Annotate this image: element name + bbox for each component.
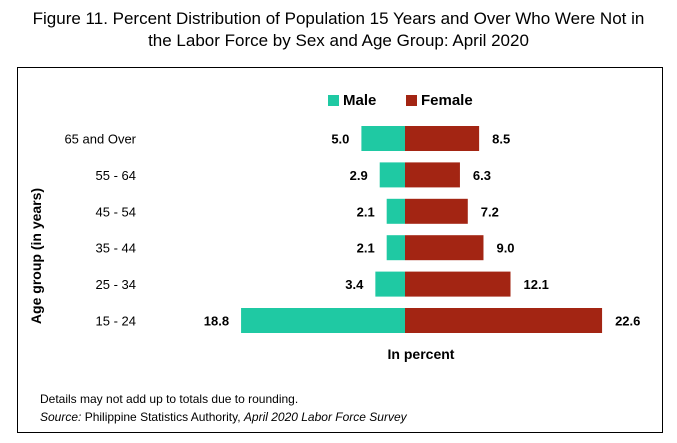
y-axis-label: Age group (in years) [28, 188, 44, 324]
data-label-female: 8.5 [492, 132, 510, 147]
bar-female [405, 162, 460, 188]
legend-swatch-female [406, 95, 417, 106]
source-survey: April 2020 Labor Force Survey [243, 410, 407, 424]
data-label-female: 22.6 [615, 314, 640, 329]
bar-male [241, 308, 405, 333]
source-label: Source: [40, 410, 82, 424]
data-label-male: 2.9 [350, 168, 368, 183]
data-label-female: 12.1 [524, 277, 549, 292]
source-org: Philippine Statistics Authority, [81, 410, 244, 424]
rounding-note: Details may not add up to totals due to … [40, 392, 299, 406]
bar-female [405, 235, 484, 261]
data-label-male: 3.4 [345, 277, 364, 292]
bar-female [405, 198, 468, 224]
source-note: Source: Philippine Statistics Authority,… [40, 408, 407, 426]
legend: Male Female [0, 92, 677, 112]
y-tick-label: 55 - 64 [96, 168, 136, 183]
data-label-male: 2.1 [357, 204, 375, 219]
legend-item-male: Male [328, 92, 376, 109]
chart-frame [17, 67, 663, 433]
y-tick-label: 15 - 24 [96, 314, 136, 329]
bar-male [375, 271, 405, 297]
bar-male [386, 198, 405, 224]
footnote: Details may not add up to totals due to … [40, 390, 407, 426]
bar-male [386, 235, 405, 261]
legend-label-male: Male [343, 92, 377, 109]
legend-swatch-male [328, 95, 339, 106]
y-tick-label: 65 and Over [64, 132, 136, 147]
data-label-male: 5.0 [331, 132, 349, 147]
chart-title: Figure 11. Percent Distribution of Popul… [0, 8, 677, 52]
data-label-female: 6.3 [473, 168, 491, 183]
legend-item-female: Female [406, 92, 473, 109]
y-tick-label: 25 - 34 [96, 277, 136, 292]
y-tick-label: 35 - 44 [96, 241, 136, 256]
title-line-1: Figure 11. Percent Distribution of Popul… [32, 9, 645, 28]
bar-male [361, 126, 405, 151]
data-label-female: 9.0 [496, 241, 514, 256]
x-axis-label: In percent [388, 346, 455, 362]
y-tick-label: 45 - 54 [96, 204, 136, 219]
title-line-2: the Labor Force by Sex and Age Group: Ap… [148, 31, 529, 50]
legend-label-female: Female [421, 92, 473, 109]
bar-female [405, 308, 603, 333]
data-label-male: 2.1 [357, 241, 375, 256]
bar-female [405, 271, 511, 297]
data-label-male: 18.8 [204, 314, 229, 329]
bar-female [405, 126, 480, 151]
data-label-female: 7.2 [481, 204, 499, 219]
bar-male [379, 162, 405, 188]
